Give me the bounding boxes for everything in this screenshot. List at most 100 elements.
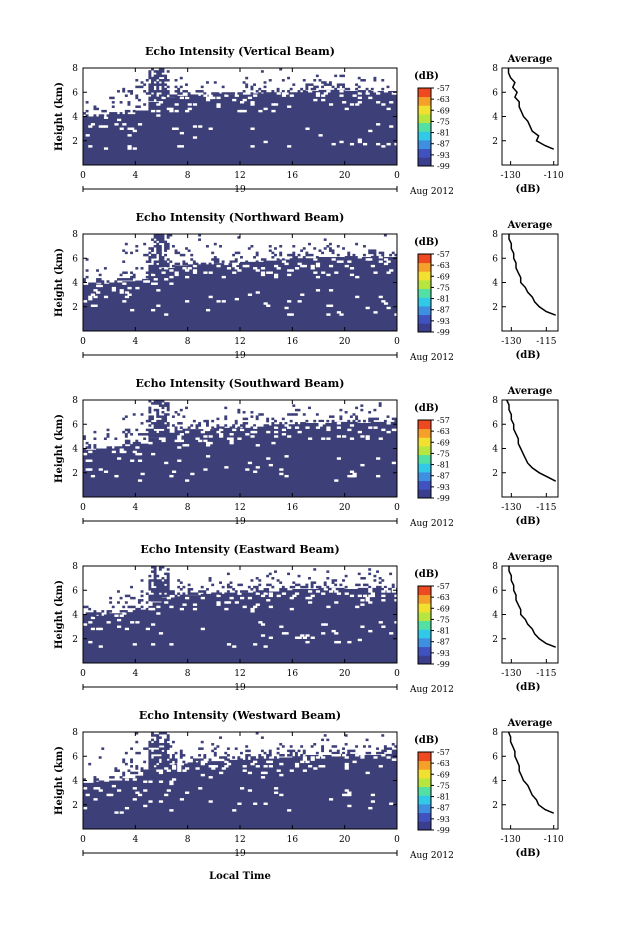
echo-cell (318, 585, 322, 589)
echo-gap (179, 145, 185, 148)
echo-gap (263, 771, 268, 775)
echo-gap (260, 634, 266, 637)
echo-gap (242, 765, 247, 768)
echo-cell (143, 771, 147, 775)
echo-cell (151, 760, 154, 764)
echo-cell (166, 79, 170, 82)
echo-gap (203, 760, 208, 764)
echo-gap (349, 424, 355, 427)
echo-gap (171, 767, 177, 770)
echo-cell (213, 242, 217, 246)
echo-gap (85, 134, 90, 137)
echo-cell (166, 762, 170, 766)
echo-gap (234, 267, 239, 270)
echo-cell (166, 754, 170, 757)
echo-cell (122, 417, 126, 421)
echo-gap (373, 426, 378, 429)
panel-title: Echo Intensity (Southward Beam) (136, 377, 345, 390)
echo-gap (127, 127, 132, 130)
echo-cell (166, 92, 170, 95)
echo-cell (349, 415, 353, 418)
echo-cell (164, 74, 168, 78)
echo-gap (302, 758, 307, 761)
echo-cell (221, 260, 225, 263)
echo-gap (93, 787, 98, 790)
echo-gap (381, 300, 386, 303)
colorbar-tick-label: -69 (437, 272, 450, 281)
echo-cell (169, 758, 173, 761)
echo-gap (221, 300, 226, 303)
colorbar-swatch (418, 821, 431, 831)
echo-gap (83, 623, 88, 626)
echo-gap (192, 125, 198, 128)
echo-gap (156, 109, 161, 113)
echo-cell (153, 236, 157, 239)
echo-cell (318, 249, 322, 252)
echo-cell (151, 428, 154, 432)
echo-cell (164, 253, 168, 257)
echo-cell (389, 253, 393, 257)
echo-cell (156, 96, 160, 100)
echo-cell (355, 406, 359, 410)
echo-gap (344, 107, 349, 111)
echo-cell (143, 437, 147, 440)
echo-cell (153, 590, 157, 593)
echo-cell (83, 605, 86, 609)
echo-cell (187, 426, 191, 429)
echo-cell (268, 751, 272, 755)
echo-cell (161, 588, 165, 591)
echo-cell (174, 758, 178, 761)
colorbar-swatch (418, 638, 431, 648)
echo-gap (179, 607, 185, 611)
echo-cell (156, 433, 160, 436)
echo-gap (224, 94, 229, 97)
echo-cell (137, 98, 141, 102)
echo-cell (336, 253, 340, 257)
echo-cell (334, 74, 338, 78)
echo-gap (383, 262, 389, 266)
echo-cell (161, 85, 165, 89)
echo-cell (213, 92, 217, 95)
echo-cell (93, 430, 97, 434)
echo-cell (185, 406, 188, 410)
echo-cell (200, 85, 204, 89)
echo-gap (171, 470, 177, 473)
echo-gap (321, 592, 326, 595)
echo-cell (151, 732, 154, 735)
echo-gap (347, 793, 352, 797)
echo-gap (103, 125, 109, 128)
echo-cell (161, 258, 165, 261)
echo-cell (153, 762, 157, 766)
echo-gap (336, 457, 342, 460)
echo-gap (378, 765, 383, 768)
echo-cell (164, 260, 168, 263)
echo-gap (117, 789, 122, 792)
echo-cell (294, 583, 298, 587)
echo-gap (221, 767, 226, 770)
echo-cell (148, 765, 152, 768)
echo-cell (114, 280, 118, 283)
echo-cell (124, 610, 128, 613)
echo-gap (119, 450, 124, 454)
echo-cell (101, 114, 105, 117)
echo-cell (119, 101, 123, 104)
echo-cell (161, 238, 165, 241)
echo-gap (289, 269, 294, 272)
echo-cell (177, 585, 181, 589)
echo-cell (274, 247, 277, 250)
echo-cell (151, 570, 154, 573)
echo-cell (122, 271, 126, 274)
colorbar-tick-label: -87 (437, 140, 450, 149)
echo-gap (389, 269, 394, 272)
echo-cell (151, 269, 154, 272)
echo-cell (326, 577, 330, 580)
echo-cell (171, 592, 175, 595)
echo-gap (386, 107, 391, 111)
echo-cell (153, 402, 157, 405)
echo-cell (198, 234, 202, 237)
echo-gap (208, 94, 213, 97)
echo-gap (365, 596, 370, 600)
echo-gap (88, 640, 93, 644)
echo-cell (177, 92, 181, 95)
echo-cell (328, 247, 332, 250)
